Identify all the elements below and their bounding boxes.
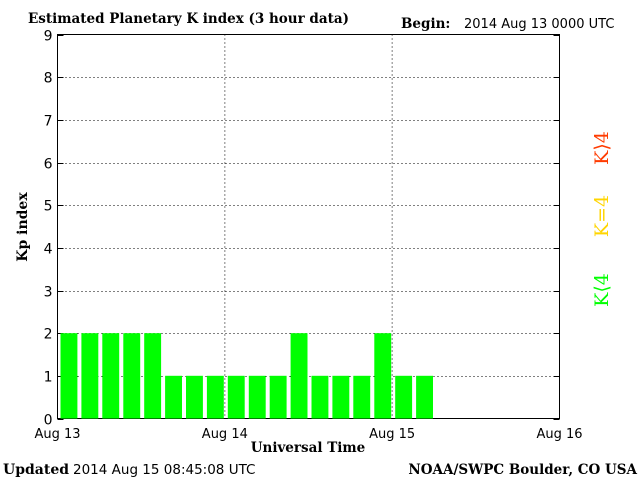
y-tick-label: 9 <box>44 29 53 45</box>
x-tick-label: Aug 13 <box>34 427 80 442</box>
source-credit: NOAA/SWPC Boulder, CO USA <box>408 462 637 478</box>
kp-bar <box>353 375 371 419</box>
kp-bar <box>144 333 162 419</box>
x-tick-labels: Aug 13 Aug 14 Aug 15 Aug 16 <box>34 427 582 442</box>
updated-label: Updated <box>3 462 69 478</box>
x-tick-label: Aug 14 <box>202 427 248 442</box>
kp-bar <box>269 375 287 419</box>
y-tick-label: 3 <box>44 285 53 301</box>
kp-bar <box>81 333 99 419</box>
y-tick-labels: 0 1 2 3 4 5 6 7 8 9 <box>44 29 53 429</box>
plot-area <box>57 34 560 419</box>
kp-bar <box>395 375 413 419</box>
updated-value: 2014 Aug 15 08:45:08 UTC <box>73 462 255 478</box>
kp-bar <box>248 375 266 419</box>
begin-label: Begin: <box>401 16 450 32</box>
kp-bar <box>374 333 392 419</box>
y-tick-label: 8 <box>44 71 53 87</box>
y-tick-label: 5 <box>44 199 53 215</box>
kp-bar <box>123 333 141 419</box>
kp-bar <box>102 333 120 419</box>
legend-active: K=4 <box>591 195 613 237</box>
y-tick-label: 1 <box>44 370 53 386</box>
legend-storm: K⟩4 <box>591 131 613 165</box>
legend-quiet: K⟨4 <box>591 273 613 307</box>
kp-bar <box>60 333 78 419</box>
y-tick-label: 2 <box>44 327 53 343</box>
x-tick-label: Aug 16 <box>536 427 582 442</box>
kp-bar <box>311 375 329 419</box>
y-axis-label: Kp index <box>15 192 31 262</box>
kp-bar <box>165 375 182 419</box>
kp-bar <box>206 375 224 419</box>
y-tick-label: 7 <box>44 114 53 130</box>
y-tick-label: 6 <box>44 157 53 173</box>
bar-layer <box>60 333 433 419</box>
x-axis-label: Universal Time <box>251 440 366 456</box>
kp-bar <box>227 375 245 419</box>
x-tick-label: Aug 15 <box>369 427 415 442</box>
kp-bar <box>186 375 203 419</box>
begin-value: 2014 Aug 13 0000 UTC <box>464 17 614 32</box>
kp-bar <box>332 375 350 419</box>
chart-title: Estimated Planetary K index (3 hour data… <box>28 11 349 27</box>
kp-bar <box>416 375 433 419</box>
y-tick-label: 4 <box>44 242 53 258</box>
grid-layer <box>57 34 560 420</box>
y-tick-label: 0 <box>44 413 53 429</box>
kp-bar <box>290 333 308 419</box>
